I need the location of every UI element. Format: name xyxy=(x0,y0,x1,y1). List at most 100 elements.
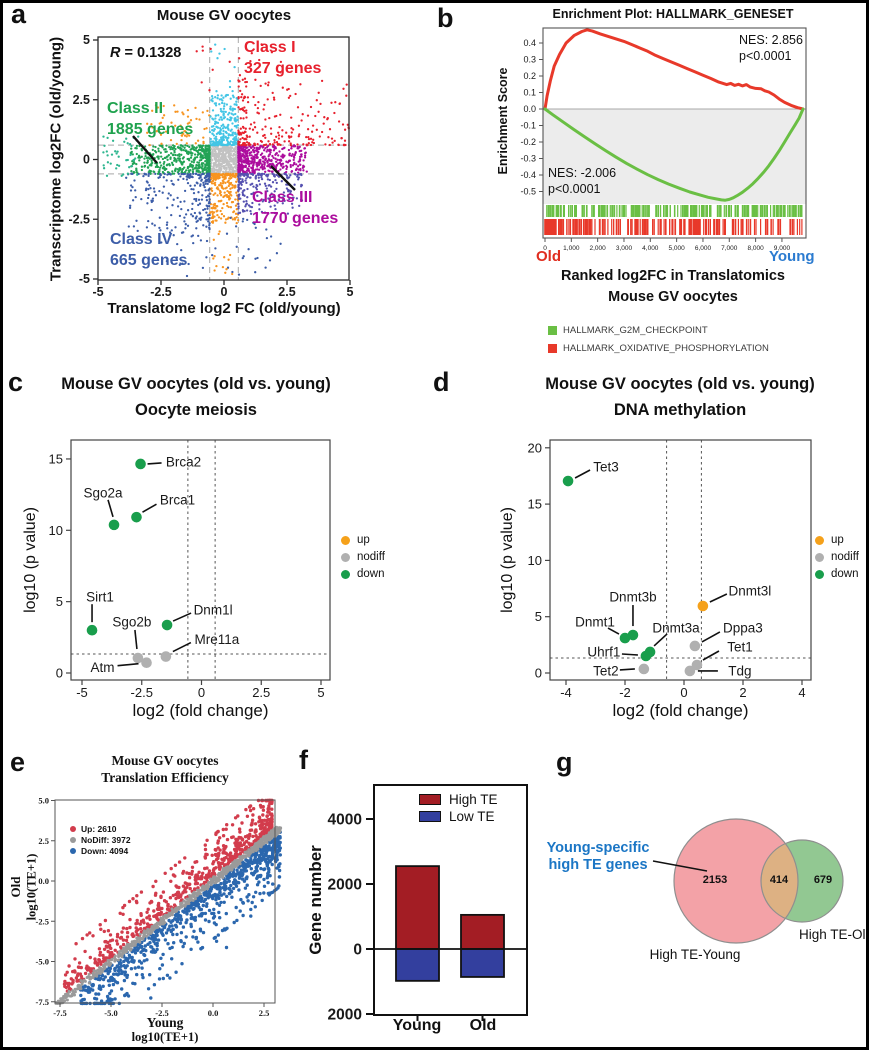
down-dot-icon xyxy=(815,569,824,579)
up-legend-label: up xyxy=(357,534,370,546)
gsea-legend-item-oxphos: HALLMARK_OXIDATIVE_PHOSPHORYLATION xyxy=(548,343,769,354)
callout-line1: Young-specific xyxy=(546,840,650,856)
callout-line2: high TE genes xyxy=(548,857,648,873)
category-label-old: Old xyxy=(469,1017,497,1034)
panel-d-title-line1: Mouse GV oocytes (old vs. young) xyxy=(545,375,815,393)
class-4-name: Class IV xyxy=(110,231,173,248)
class-4-count: 665 genes xyxy=(110,252,188,269)
oxphos-legend-label: HALLMARK_OXIDATIVE_PHOSPHORYLATION xyxy=(563,343,769,354)
class-2-count: 1885 genes xyxy=(107,121,194,138)
venn-left-count: 2153 xyxy=(702,874,728,886)
oxphos-legend-swatch-icon xyxy=(548,344,557,353)
class-3-count: 1770 genes xyxy=(252,210,339,227)
class-1-count: 327 genes xyxy=(244,60,322,77)
gsea-hit-barcode xyxy=(544,205,803,235)
nodiff-legend-label: nodiff xyxy=(831,551,859,563)
panel-e-legend-nodiff: NoDiff: 3972 xyxy=(70,835,131,845)
venn-right-set-label: High TE-Old xyxy=(798,927,869,942)
panel-e-legend-up: Up: 2610 xyxy=(70,824,116,834)
nodiff-legend-label: nodiff xyxy=(357,551,385,563)
panel-b-letter: b xyxy=(437,3,454,33)
r-value: = 0.1328 xyxy=(120,45,182,61)
panel-e-x-axis-label-line2: log10(TE+1) xyxy=(131,1030,199,1044)
negative-nes-value: NES: -2.006 xyxy=(548,166,617,180)
negative-nes-annotation: NES: -2.006 p<0.0001 xyxy=(548,165,616,197)
panel-d-legend-up: up xyxy=(815,534,844,546)
class-3-name: Class III xyxy=(252,189,313,206)
class-1-name: Class I xyxy=(244,39,296,56)
g2m-enrichment-curve xyxy=(543,107,805,202)
panel-g-canvas xyxy=(652,818,844,944)
panel-d-x-axis-label: log2 (fold change) xyxy=(612,701,749,720)
panel-c-x-axis-label: log2 (fold change) xyxy=(132,701,269,720)
class-2-name: Class II xyxy=(107,100,164,117)
panel-a-title: Mouse GV oocytes xyxy=(156,7,292,24)
panel-b-x-caption-line1: Ranked log2FC in Translatomics xyxy=(561,268,785,284)
panel-g-letter: g xyxy=(556,747,573,777)
panel-a-y-axis-label: Transcriptome log2FC (old/young) xyxy=(47,36,65,282)
low-te-swatch-icon xyxy=(419,811,441,822)
panel-f-legend-low-te: Low TE xyxy=(419,809,495,824)
panel-a-scatter-points xyxy=(102,43,350,278)
old-group-label: Old xyxy=(536,248,561,265)
nodiff-dot-icon xyxy=(815,552,824,562)
callout-leader-line xyxy=(652,860,708,872)
young-group-label: Young xyxy=(769,248,815,265)
panel-f-letter: f xyxy=(299,745,308,775)
gsea-legend-item-g2m: HALLMARK_G2M_CHECKPOINT xyxy=(548,325,708,336)
venn-overlap-region xyxy=(761,840,798,922)
venn-right-count: 679 xyxy=(813,874,833,886)
panel-a-canvas: -5 -2.5 0 2.5 552.50-2.5-5 xyxy=(68,33,353,299)
up-dot-icon xyxy=(815,535,824,545)
panel-d-legend-down: down xyxy=(815,568,859,580)
panel-f-legend-high-te: High TE xyxy=(419,792,498,807)
g2m-legend-label: HALLMARK_G2M_CHECKPOINT xyxy=(563,325,708,336)
down-legend-label: down xyxy=(831,568,859,580)
down-dot-icon xyxy=(70,848,76,854)
panel-e-title-line2: Translation Efficiency xyxy=(101,770,229,785)
down-count-label: Down: 4094 xyxy=(81,846,129,856)
te-up-points xyxy=(62,798,274,993)
up-count-label: Up: 2610 xyxy=(81,824,117,834)
panel-a-x-axis-label: Translatome log2 FC (old/young) xyxy=(107,300,341,317)
panel-c-letter: c xyxy=(8,367,24,397)
panel-a-letter: a xyxy=(11,0,27,29)
panel-d-title-line2: DNA methylation xyxy=(613,401,747,419)
oxphos-enrichment-curve xyxy=(543,28,805,111)
panel-d-y-axis-label: log10 (p value) xyxy=(499,507,516,613)
high-te-swatch-icon xyxy=(419,794,441,805)
panel-a-correlation: R = 0.1328 xyxy=(110,45,181,61)
venn-overlap-count: 414 xyxy=(769,874,789,886)
panel-d-legend-nodiff: nodiff xyxy=(815,551,859,563)
down-legend-label: down xyxy=(357,568,385,580)
panel-e-title-line1: Mouse GV oocytes xyxy=(111,753,219,768)
panel-c-legend-up: up xyxy=(341,534,370,546)
low-te-legend-label: Low TE xyxy=(449,809,495,824)
panel-c-y-axis-label: log10 (p value) xyxy=(22,507,39,613)
panel-c-legend-nodiff: nodiff xyxy=(341,551,385,563)
low-te-bar-old xyxy=(460,948,505,978)
panel-c-title-line2: Oocyte meiosis xyxy=(135,401,257,419)
class-4-annotation: Class IV 665 genes xyxy=(110,229,187,271)
nodiff-dot-icon xyxy=(70,837,76,843)
class-3-annotation: Class III 1770 genes xyxy=(252,187,338,229)
panel-b-y-axis-label: Enrichment Score xyxy=(496,67,510,175)
up-dot-icon xyxy=(70,826,76,832)
panel-e-letter: e xyxy=(10,747,26,777)
panel-f-y-axis-label: Gene number xyxy=(306,845,325,955)
panel-e-y-axis-label-line2: log10(TE+1) xyxy=(24,853,39,921)
down-dot-icon xyxy=(341,569,350,579)
panel-e-legend-down: Down: 4094 xyxy=(70,846,128,856)
nodiff-dot-icon xyxy=(341,552,350,562)
panel-c-legend-down: down xyxy=(341,568,385,580)
panel-d-letter: d xyxy=(433,367,450,397)
negative-p-value: p<0.0001 xyxy=(548,182,601,196)
venn-left-set-label: High TE-Young xyxy=(649,947,741,962)
panel-b-canvas: 0.40.30.20.10.0-0.1-0.2-0.3-0.4-0.50 1,00… xyxy=(520,27,807,252)
up-dot-icon xyxy=(341,535,350,545)
class-2-annotation: Class II 1885 genes xyxy=(107,98,193,140)
